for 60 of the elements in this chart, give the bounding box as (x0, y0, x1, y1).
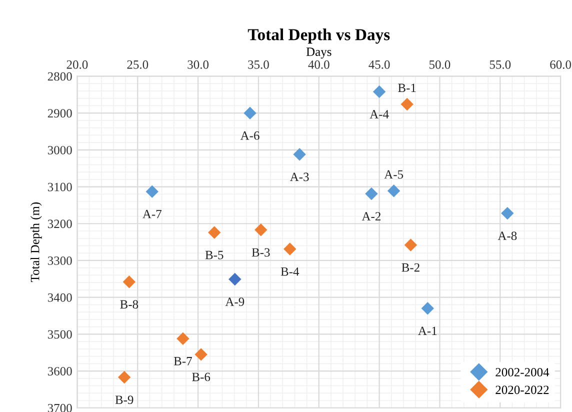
point (404, 238, 418, 252)
point (372, 85, 386, 98)
annotation: A-4 (370, 110, 389, 118)
point (228, 272, 242, 286)
y-tick-label: 2800 (48, 72, 72, 81)
annotation: A-8 (498, 232, 517, 240)
point (293, 148, 306, 161)
legend-label: 2020-2022 (496, 386, 549, 394)
x-tick-label: 20.0 (66, 60, 88, 69)
point (501, 206, 514, 220)
x-tick-label: 45.0 (368, 60, 390, 69)
point (400, 98, 414, 111)
point (146, 185, 158, 198)
annotation: B-7 (174, 357, 192, 366)
y-tick-label: 3700 (48, 404, 72, 412)
x-tick-label: 30.0 (188, 60, 209, 69)
y-tick-label: 3500 (48, 330, 72, 339)
x-tick-label: 50.0 (430, 60, 450, 69)
annotation: B-3 (252, 248, 270, 257)
x-axis-title: Days (306, 48, 332, 59)
point (284, 242, 296, 256)
annotation: A-7 (142, 210, 162, 218)
x-tick-label: 60.0 (550, 60, 572, 69)
y-tick-label: 3400 (48, 293, 72, 302)
annotation: B-9 (115, 396, 134, 404)
y-tick-label: 3000 (48, 146, 72, 154)
legend-label: 2002-2004 (496, 368, 550, 376)
point (122, 275, 136, 288)
x-tick-label: 40.0 (308, 60, 330, 69)
y-tick-label: 2900 (48, 109, 72, 118)
annotation: B-4 (280, 267, 300, 276)
annotation: B-1 (398, 84, 416, 92)
y-tick-label: 3600 (48, 367, 72, 376)
chart-title: Total Depth vs Days (248, 28, 390, 44)
point (194, 348, 208, 361)
y-tick-label: 3300 (48, 256, 72, 265)
y-tick-label: 3100 (48, 182, 72, 192)
point (244, 106, 256, 120)
annotation: B-8 (120, 300, 138, 309)
annotation: A-6 (240, 131, 260, 140)
annotation: A-1 (418, 326, 437, 335)
point (176, 332, 190, 345)
annotation: A-9 (225, 298, 244, 306)
annotation: A-2 (362, 212, 380, 220)
annotation: A-3 (290, 172, 309, 182)
annotation: B-6 (192, 372, 210, 382)
x-tick-label: 55.0 (490, 60, 511, 69)
x-tick-label: 35.0 (248, 60, 269, 69)
point (421, 302, 434, 315)
point (387, 184, 400, 198)
point (254, 224, 268, 236)
y-tick-label: 3200 (48, 220, 72, 228)
point (208, 226, 221, 239)
annotation: A-5 (384, 170, 404, 179)
point (118, 370, 131, 384)
annotation: B-2 (402, 263, 420, 272)
x-tick-label: 25.0 (127, 60, 148, 69)
y-axis-title: Total Depth (m) (30, 202, 42, 282)
annotation: B-5 (205, 250, 224, 260)
point (365, 187, 378, 200)
